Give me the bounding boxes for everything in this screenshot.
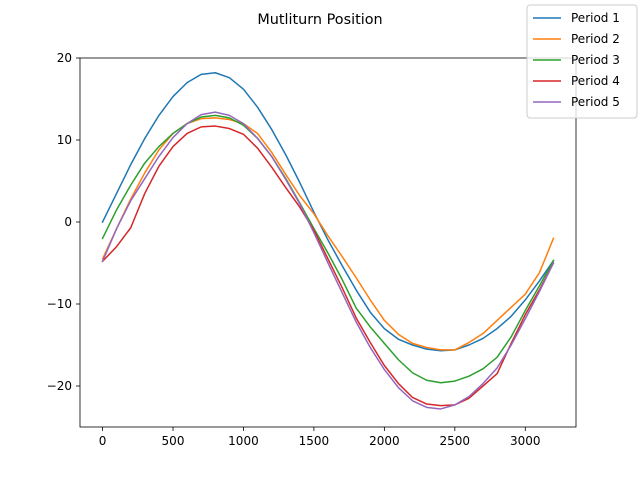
y-tick-label: 10 (57, 133, 72, 147)
series-line-period-5 (101, 111, 555, 410)
y-tick-label: 0 (64, 215, 72, 229)
legend-entry-period-2: Period 2 (571, 32, 620, 46)
x-tick-label: 2000 (369, 434, 400, 448)
series-line-period-1 (101, 72, 555, 352)
chart-title: Mutliturn Position (257, 12, 382, 28)
legend-frame (526, 4, 638, 119)
x-tick-label: 0 (99, 434, 107, 448)
legend-entry-period-3: Period 3 (571, 53, 620, 67)
y-axis: −20 −10 0 10 20 (47, 51, 80, 393)
series-line-period-2 (101, 117, 555, 351)
series-line-period-4 (101, 125, 555, 407)
y-tick-label: −20 (47, 379, 72, 393)
y-tick-label: −10 (47, 297, 72, 311)
legend-entry-period-1: Period 1 (571, 11, 620, 25)
plot-frame (79, 57, 577, 428)
x-tick-label: 2500 (440, 434, 471, 448)
x-axis: 0 500 1000 1500 2000 2500 3000 (99, 427, 541, 448)
x-tick-label: 3000 (510, 434, 541, 448)
series-line-period-3 (101, 114, 555, 384)
legend-entry-period-5: Period 5 (571, 95, 620, 109)
y-tick-label: 20 (57, 51, 72, 65)
legend-entry-period-4: Period 4 (571, 74, 620, 88)
x-tick-label: 1000 (228, 434, 259, 448)
x-tick-label: 500 (162, 434, 185, 448)
x-tick-label: 1500 (299, 434, 330, 448)
legend: Period 1 Period 2 Period 3 Period 4 Period 5 (526, 4, 638, 119)
plot-area (101, 72, 555, 410)
